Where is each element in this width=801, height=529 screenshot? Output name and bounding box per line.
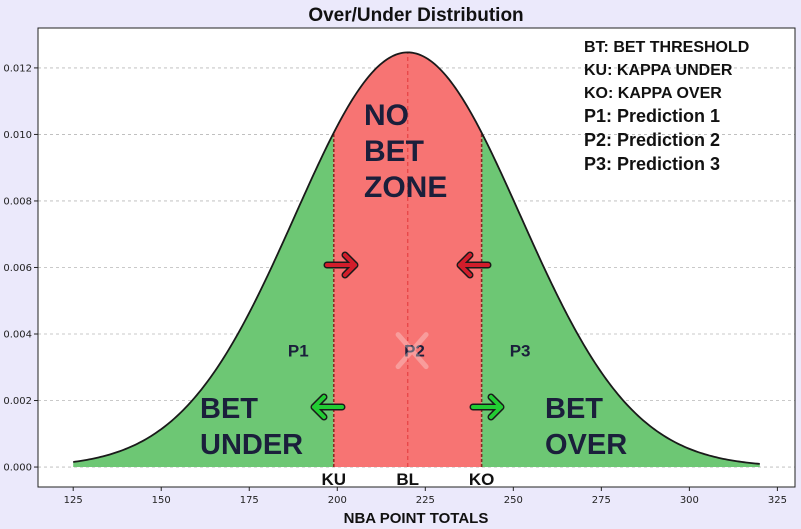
distribution-curve <box>73 51 760 465</box>
arrow-left-green-icon-body <box>312 395 344 419</box>
no-bet-zone-label: NO BET ZONE <box>364 99 447 204</box>
x-tick-label: 150 <box>152 495 171 506</box>
legend-entry-6: P3: Prediction 3 <box>584 154 720 174</box>
legend-entry-2: KU: KAPPA UNDER <box>584 62 733 79</box>
bet-over-label-line: BET <box>545 393 603 425</box>
marker-label-ku: KU <box>321 470 346 489</box>
bet-under-label-line: BET <box>200 393 258 425</box>
p2-x-stroke <box>395 332 429 370</box>
x-tick-label: 300 <box>680 495 699 506</box>
bet-under-label: BET UNDER <box>200 393 303 461</box>
y-tick-label: 0.008 <box>3 196 32 207</box>
arrow-left-red-icon-body <box>458 253 490 277</box>
arrow-right-green-icon-body <box>471 395 503 419</box>
y-tick-label: 0.004 <box>3 330 32 341</box>
arrow-right-red-icon-body <box>325 253 357 277</box>
arrow-left-green-icon <box>310 393 346 421</box>
no-bet-zone-label-line: ZONE <box>364 171 447 204</box>
legend-entry-3: KO: KAPPA OVER <box>584 85 722 102</box>
x-tick-label: 225 <box>416 495 435 506</box>
plot-border <box>37 27 796 488</box>
region-area-3 <box>481 132 760 468</box>
no-bet-zone-label-line: NO <box>364 99 409 132</box>
prediction-label-1: P1 <box>288 342 309 361</box>
p2-x-stroke <box>395 332 429 370</box>
x-tick-label: 125 <box>64 495 83 506</box>
legend-entry-4: P1: Prediction 1 <box>584 106 720 126</box>
arrow-right-green-icon <box>469 393 505 421</box>
arrow-right-red-icon <box>323 251 359 279</box>
legend-entry-5: P2: Prediction 2 <box>584 130 720 150</box>
y-tick-label: 0.010 <box>3 130 32 141</box>
legend: BT: BET THRESHOLD KU: KAPPA UNDER KO: KAPP… <box>584 39 749 174</box>
y-tick-label: 0.002 <box>3 396 32 407</box>
x-tick-label: 325 <box>768 495 787 506</box>
bet-over-label-line: OVER <box>545 429 627 461</box>
region-area-1 <box>73 132 334 468</box>
prediction-label-3: P3 <box>510 342 531 361</box>
marker-label-bl: BL <box>396 470 419 489</box>
x-tick-label: 275 <box>592 495 611 506</box>
bet-under-label-line: UNDER <box>200 429 303 461</box>
y-tick-label: 0.012 <box>3 63 32 74</box>
marker-label-ko: KO <box>469 470 495 489</box>
region-area-2 <box>333 52 482 468</box>
x-tick-label: 175 <box>240 495 259 506</box>
no-bet-zone-label-line: BET <box>364 135 424 168</box>
y-tick-label: 0.006 <box>3 263 32 274</box>
prediction-label-2: P2 <box>404 342 425 361</box>
y-tick-label: 0.000 <box>3 463 32 474</box>
x-tick-label: 250 <box>504 495 523 506</box>
x-axis-label: NBA POINT TOTALS <box>344 510 489 527</box>
x-tick-label: 200 <box>328 495 347 506</box>
legend-entry-1: BT: BET THRESHOLD <box>584 39 749 56</box>
chart-title: Over/Under Distribution <box>308 5 523 26</box>
p2-x-mark <box>395 332 429 370</box>
bet-over-label: BET OVER <box>545 393 627 461</box>
arrow-left-red-icon <box>456 251 492 279</box>
